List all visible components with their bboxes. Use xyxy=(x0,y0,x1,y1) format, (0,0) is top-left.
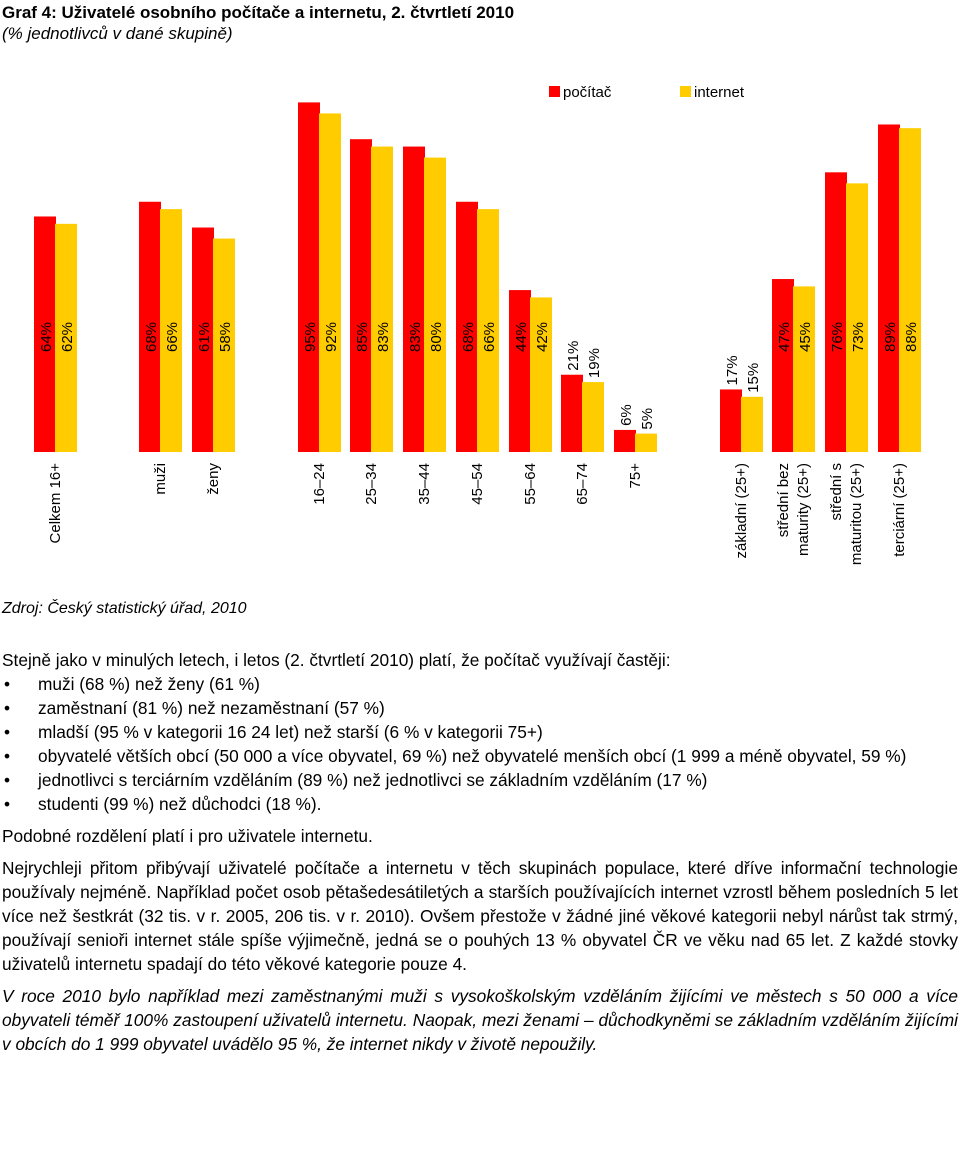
category-label: 35–44 xyxy=(416,463,433,505)
category-label: maturitou (25+) xyxy=(848,463,865,565)
bar-internet xyxy=(477,209,499,452)
bar-value-label: 45% xyxy=(797,322,814,352)
category-label: ženy xyxy=(205,463,222,495)
bar-value-label: 44% xyxy=(513,322,530,352)
bar-pocitac xyxy=(772,279,794,452)
bar-value-label: 64% xyxy=(38,322,55,352)
legend-swatch xyxy=(680,86,691,97)
category-label: 55–64 xyxy=(522,463,539,505)
bar-value-label: 95% xyxy=(302,322,319,352)
paragraph-example: V roce 2010 bylo například mezi zaměstna… xyxy=(2,986,958,1054)
bar-value-label: 68% xyxy=(460,322,477,352)
bar-value-label: 15% xyxy=(745,363,762,393)
legend-swatch xyxy=(549,86,560,97)
bars-layer xyxy=(34,102,921,453)
paragraph-growth: Nejrychleji přitom přibývají uživatelé p… xyxy=(2,858,958,974)
bar-internet xyxy=(582,382,604,452)
category-label: základní (25+) xyxy=(733,463,750,558)
chart-title: Graf 4: Uživatelé osobního počítače a in… xyxy=(2,3,515,22)
bar-value-label: 62% xyxy=(59,322,76,352)
bar-labels-layer: 64% 68% 61% 95% 85% 83% 68% 44%21%6%17%47% 76% 89… xyxy=(38,322,920,430)
bar-internet xyxy=(741,396,763,452)
bar-value-label: 92% xyxy=(323,322,340,352)
bar-value-label: 58% xyxy=(217,322,234,352)
bullet-item: muži (68 %) než ženy (61 %) xyxy=(2,672,958,696)
bar-pocitac xyxy=(298,102,320,453)
bullet-item: obyvatelé větších obcí (50 000 a více ob… xyxy=(2,744,958,768)
bar-value-label: 76% xyxy=(829,322,846,352)
bar-internet xyxy=(635,433,657,452)
bar-internet xyxy=(213,238,235,452)
bar-internet xyxy=(55,223,77,452)
category-label: 65–74 xyxy=(574,463,591,505)
bar-value-label: 85% xyxy=(354,322,371,352)
bar-value-label: 5% xyxy=(639,408,656,430)
bar-value-label: 83% xyxy=(375,322,392,352)
bar-value-label: 88% xyxy=(903,322,920,352)
bar-internet xyxy=(793,286,815,452)
article-text: Stejně jako v minulých letech, i letos (… xyxy=(2,648,958,1056)
category-label: muži xyxy=(152,463,169,495)
bar-value-label: 21% xyxy=(565,341,582,371)
category-label: 45–54 xyxy=(469,463,486,505)
bar-pocitac xyxy=(403,146,425,452)
bar-value-label: 61% xyxy=(196,322,213,352)
bar-pocitac xyxy=(825,172,847,452)
chart-subtitle: (% jednotlivců v dané skupině) xyxy=(2,24,233,43)
source-note: Zdroj: Český statistický úřad, 2010 xyxy=(2,600,247,617)
category-label: 16–24 xyxy=(311,463,328,505)
bar-internet xyxy=(371,146,393,452)
category-label: terciární (25+) xyxy=(891,463,908,557)
intro-paragraph: Stejně jako v minulých letech, i letos (… xyxy=(2,650,671,670)
bar-internet xyxy=(530,297,552,452)
bar-value-label: 66% xyxy=(481,322,498,352)
bar-pocitac xyxy=(350,139,372,452)
bar-value-label: 68% xyxy=(143,322,160,352)
legend: počítač internet xyxy=(549,84,745,101)
bar-value-label: 6% xyxy=(618,404,635,426)
bar-pocitac xyxy=(614,429,636,452)
bar-value-label: 83% xyxy=(407,322,424,352)
legend-label: počítač xyxy=(563,84,612,101)
bar-internet xyxy=(160,209,182,452)
category-label: 75+ xyxy=(627,463,644,489)
bar-internet xyxy=(899,128,921,452)
bar-chart: 64% 68% 61% 95% 85% 83% 68% 44%21%6%17%47% 76% 89… xyxy=(34,84,921,566)
bar-value-label: 66% xyxy=(164,322,181,352)
bar-value-label: 73% xyxy=(850,322,867,352)
bar-pocitac xyxy=(192,227,214,452)
bar-internet xyxy=(319,113,341,452)
bar-pocitac xyxy=(509,290,531,452)
bar-pocitac xyxy=(456,201,478,452)
category-label: střední bez xyxy=(775,463,792,537)
bullet-item: jednotlivci s terciárním vzděláním (89 %… xyxy=(2,768,958,792)
category-labels-layer: Celkem 16+ muži ženy 16–24 25–34 35–44 45–54 55… xyxy=(47,463,908,566)
category-label: střední s xyxy=(828,463,845,521)
legend-label: internet xyxy=(694,84,745,101)
paragraph-internet: Podobné rozdělení platí i pro uživatele … xyxy=(2,826,373,846)
bar-value-label: 47% xyxy=(776,322,793,352)
bar-value-label: 80% xyxy=(428,322,445,352)
bar-value-label: 19% xyxy=(586,348,603,378)
bar-pocitac xyxy=(139,201,161,452)
bar-pocitac xyxy=(561,374,583,452)
category-label: maturity (25+) xyxy=(795,463,812,556)
bar-pocitac xyxy=(720,389,742,452)
bullet-item: zaměstnaní (81 %) než nezaměstnaní (57 %… xyxy=(2,696,958,720)
bar-internet xyxy=(424,157,446,452)
bullet-item: studenti (99 %) než důchodci (18 %). xyxy=(2,792,958,816)
bullet-item: mladší (95 % v kategorii 16 24 let) než … xyxy=(2,720,958,744)
category-label: Celkem 16+ xyxy=(47,463,64,544)
bar-internet xyxy=(846,183,868,453)
bar-pocitac xyxy=(878,124,900,452)
category-label: 25–34 xyxy=(363,463,380,505)
bar-pocitac xyxy=(34,216,56,452)
bullet-list: muži (68 %) než ženy (61 %) zaměstnaní (… xyxy=(2,672,958,816)
bar-value-label: 89% xyxy=(882,322,899,352)
bar-value-label: 42% xyxy=(534,322,551,352)
bar-value-label: 17% xyxy=(724,355,741,385)
